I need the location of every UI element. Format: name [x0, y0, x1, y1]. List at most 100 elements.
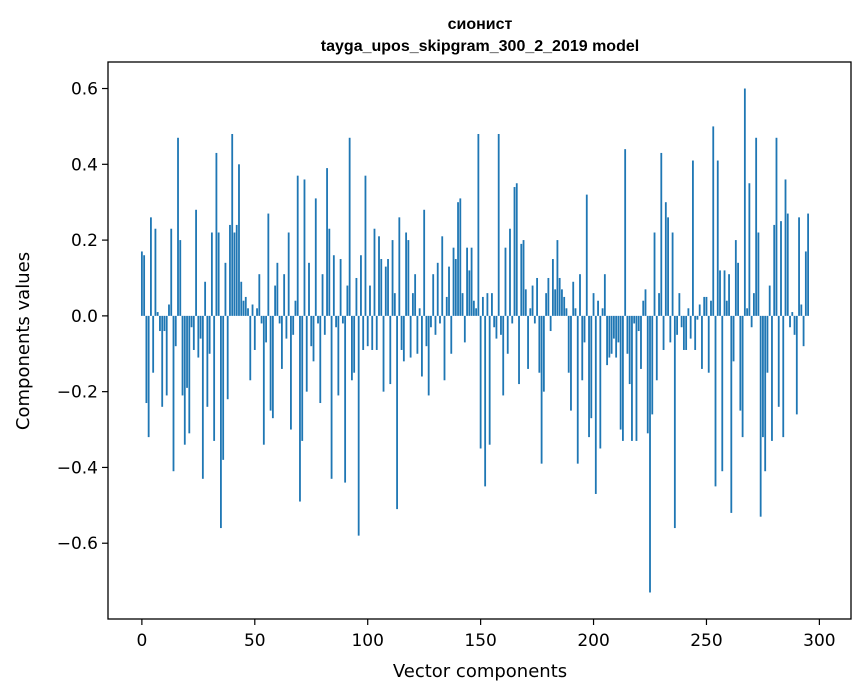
bar: [152, 315, 155, 373]
bar: [344, 315, 347, 483]
bar: [576, 315, 579, 464]
bar: [696, 315, 699, 320]
bar: [339, 259, 342, 316]
bar: [335, 315, 337, 328]
bar: [649, 315, 651, 593]
bar: [590, 315, 593, 419]
bar: [445, 296, 448, 316]
bar: [518, 315, 520, 385]
bar: [174, 315, 177, 347]
y-tick-label: 0.4: [71, 155, 98, 175]
bar: [612, 315, 615, 339]
bar: [653, 232, 656, 316]
bar: [294, 300, 297, 316]
bar: [784, 179, 787, 316]
y-axis-label: Components values: [13, 252, 34, 430]
bar: [662, 315, 665, 350]
bar: [646, 315, 649, 434]
bar: [432, 274, 435, 316]
bar: [258, 274, 261, 316]
bar: [287, 232, 290, 316]
y-tick-label: 0.6: [71, 80, 98, 100]
bar: [380, 259, 383, 316]
bar: [522, 240, 525, 316]
bar: [680, 315, 683, 328]
bar: [728, 274, 730, 316]
bar: [384, 266, 387, 316]
bar: [488, 315, 491, 445]
bar: [793, 315, 796, 335]
bar: [524, 289, 527, 316]
bar: [186, 315, 188, 388]
bar: [752, 293, 755, 316]
bar: [561, 289, 563, 316]
bar: [303, 179, 306, 316]
bar: [441, 236, 444, 316]
bar: [687, 308, 690, 316]
bar: [267, 213, 270, 316]
bar: [357, 315, 360, 536]
bar: [583, 315, 586, 343]
chart-subtitle: tayga_upos_skipgram_300_2_2019 model: [321, 38, 639, 55]
bar: [206, 315, 209, 407]
bars-group: [140, 88, 809, 593]
bar: [411, 293, 414, 316]
bar: [387, 259, 389, 316]
bar: [251, 304, 254, 316]
x-axis-label: Vector components: [393, 661, 567, 682]
bar: [323, 315, 326, 335]
bar: [454, 259, 457, 316]
bar: [229, 224, 231, 316]
bar: [509, 228, 511, 316]
bar: [204, 281, 207, 316]
bar: [660, 152, 663, 316]
bar: [506, 315, 509, 354]
bar: [364, 175, 367, 316]
x-tick-label: 300: [803, 631, 835, 651]
bar: [511, 315, 514, 324]
bar: [574, 308, 577, 316]
bar: [226, 315, 229, 400]
bar: [730, 315, 733, 513]
bar: [667, 217, 669, 316]
bar: [529, 308, 532, 316]
bar: [563, 296, 566, 316]
bar: [195, 209, 197, 316]
bar: [220, 315, 222, 529]
bar: [477, 133, 480, 316]
bar: [493, 315, 496, 328]
bar: [669, 315, 672, 343]
bar: [633, 315, 636, 324]
bar: [624, 149, 627, 316]
bar: [201, 315, 204, 479]
bar: [305, 315, 308, 392]
bar: [276, 262, 279, 316]
bar: [780, 221, 782, 316]
bar: [233, 232, 236, 316]
bar: [664, 202, 667, 316]
bar: [278, 315, 281, 324]
bar: [495, 315, 498, 339]
bar: [626, 315, 629, 354]
bar: [177, 137, 179, 316]
bar: [321, 274, 324, 316]
bar: [694, 315, 697, 350]
x-tick-label: 0: [136, 631, 147, 651]
bar: [567, 315, 570, 373]
bar: [208, 315, 211, 354]
bar: [265, 315, 267, 343]
bar: [197, 315, 200, 358]
bar: [757, 232, 760, 316]
bar: [685, 315, 688, 350]
bar: [156, 312, 159, 316]
bar: [759, 315, 762, 517]
bar: [585, 194, 588, 316]
bar: [351, 315, 353, 381]
bar: [619, 315, 622, 430]
bar: [285, 315, 288, 339]
bar: [579, 274, 581, 316]
bar: [603, 274, 606, 316]
bar: [491, 293, 493, 316]
bar: [400, 315, 403, 350]
bar: [140, 251, 143, 316]
